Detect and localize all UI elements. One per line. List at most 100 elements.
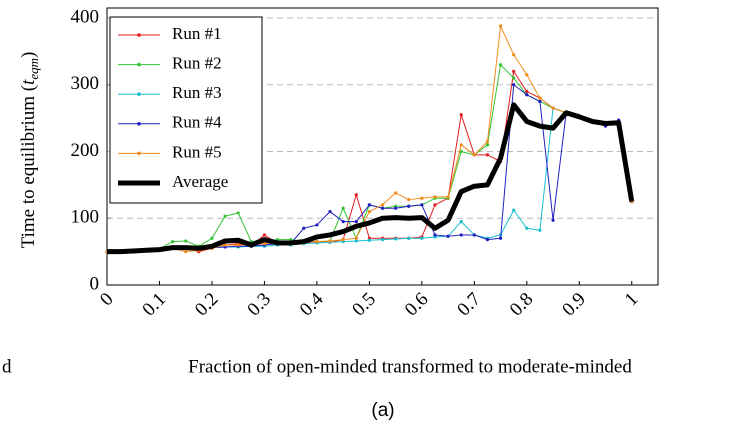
x-tick-label: 0.9 bbox=[558, 289, 590, 321]
point bbox=[394, 191, 398, 195]
point bbox=[328, 209, 332, 214]
point bbox=[354, 193, 358, 197]
x-tick-label: 0.4 bbox=[296, 288, 328, 320]
legend-label: Run #4 bbox=[172, 113, 222, 132]
point bbox=[407, 236, 411, 240]
point bbox=[459, 113, 463, 117]
point bbox=[420, 236, 424, 240]
y-tick-label: 100 bbox=[71, 207, 100, 228]
point bbox=[459, 143, 463, 147]
point bbox=[525, 73, 529, 77]
legend-label: Average bbox=[172, 172, 228, 191]
legend-box bbox=[109, 16, 263, 204]
point bbox=[538, 96, 542, 100]
point bbox=[551, 106, 555, 110]
point bbox=[341, 219, 345, 224]
point bbox=[223, 243, 227, 247]
point bbox=[354, 236, 358, 240]
point bbox=[538, 99, 542, 104]
x-tick-label: 0.3 bbox=[243, 289, 275, 321]
point bbox=[367, 209, 371, 214]
point bbox=[485, 139, 490, 144]
y-tick-label: 400 bbox=[71, 6, 100, 27]
x-tick-label: 0 bbox=[96, 289, 118, 311]
legend-label: Run #2 bbox=[172, 54, 222, 73]
point bbox=[485, 238, 490, 242]
x-tick-label: 0.8 bbox=[506, 289, 538, 321]
point bbox=[433, 195, 437, 199]
point bbox=[512, 83, 516, 87]
legend-marker bbox=[137, 92, 141, 96]
legend-marker bbox=[137, 122, 141, 126]
point bbox=[354, 219, 358, 224]
caption: (a) bbox=[371, 400, 394, 421]
point bbox=[223, 214, 227, 218]
point bbox=[472, 233, 476, 237]
point bbox=[420, 196, 424, 200]
legend-marker bbox=[137, 151, 141, 156]
point bbox=[380, 203, 385, 207]
x-tick-label: 0.5 bbox=[348, 289, 380, 321]
y-tick-label: 200 bbox=[71, 140, 100, 161]
point bbox=[341, 238, 345, 242]
point bbox=[459, 233, 463, 237]
x-axis-label: Fraction of open-minded transformed to m… bbox=[188, 356, 632, 377]
point bbox=[525, 93, 529, 97]
y-tick-label: 300 bbox=[71, 73, 100, 94]
legend-label: Run #5 bbox=[172, 142, 222, 161]
legend-marker bbox=[137, 62, 141, 67]
left-fragment: d bbox=[2, 356, 12, 377]
y-tick-label: 0 bbox=[90, 273, 100, 294]
point bbox=[498, 236, 503, 240]
point bbox=[498, 24, 503, 28]
point bbox=[512, 53, 516, 57]
point bbox=[302, 226, 306, 230]
point bbox=[315, 223, 319, 227]
plot-frame bbox=[106, 7, 659, 286]
x-tick-label: 1 bbox=[621, 289, 643, 311]
point bbox=[433, 203, 437, 207]
point bbox=[538, 228, 542, 232]
point bbox=[262, 233, 267, 237]
point bbox=[485, 153, 490, 157]
point bbox=[525, 226, 529, 230]
point bbox=[341, 206, 345, 210]
point bbox=[262, 242, 267, 246]
x-tick-label: 0.1 bbox=[138, 289, 170, 321]
point bbox=[512, 208, 516, 212]
point bbox=[472, 153, 476, 157]
point bbox=[394, 206, 398, 210]
point bbox=[380, 238, 385, 242]
point bbox=[328, 239, 332, 243]
point bbox=[184, 250, 188, 254]
x-tick-label: 0.7 bbox=[453, 289, 485, 321]
point bbox=[512, 76, 516, 80]
point bbox=[354, 239, 358, 243]
point bbox=[407, 197, 411, 202]
y-axis-label: Time to equilibrium (teqm) bbox=[18, 52, 41, 249]
point bbox=[446, 195, 450, 199]
point bbox=[394, 237, 398, 241]
legend-label: Run #3 bbox=[172, 83, 222, 102]
point bbox=[236, 211, 240, 215]
legend-marker bbox=[137, 33, 141, 37]
point bbox=[170, 240, 175, 244]
point bbox=[525, 89, 529, 94]
point bbox=[420, 203, 424, 207]
point bbox=[433, 233, 437, 237]
point bbox=[236, 243, 240, 247]
series-line bbox=[107, 102, 635, 255]
point bbox=[315, 240, 319, 244]
x-tick-label: 0.2 bbox=[191, 289, 223, 321]
x-tick-label: 0.6 bbox=[401, 289, 433, 321]
point bbox=[380, 206, 385, 210]
point bbox=[210, 236, 214, 240]
point bbox=[184, 239, 188, 243]
point bbox=[459, 149, 463, 154]
point bbox=[367, 238, 371, 242]
legend-label: Run #1 bbox=[172, 24, 222, 43]
point bbox=[367, 203, 371, 207]
point bbox=[498, 63, 503, 67]
point bbox=[446, 234, 450, 238]
